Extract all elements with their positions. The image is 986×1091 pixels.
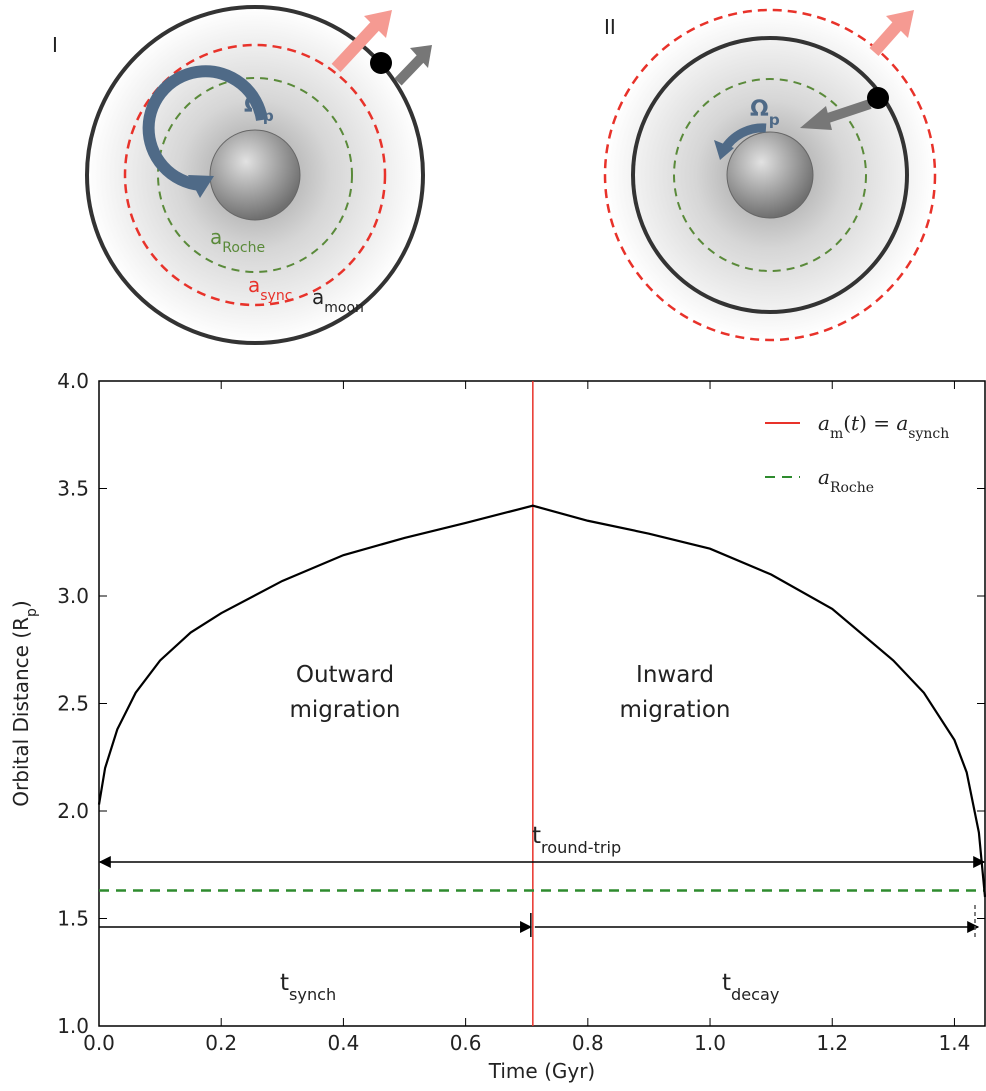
timescale-label: tdecay — [722, 970, 780, 1004]
omega-label: Ωp — [750, 97, 780, 129]
text-part: a — [896, 411, 908, 435]
text-part: ) — [9, 600, 33, 608]
moon — [370, 52, 392, 74]
moon-label: amoon — [312, 285, 364, 316]
text-part: t — [722, 970, 731, 996]
diagram-2: II Ωp — [603, 8, 937, 342]
text-part: t — [851, 411, 860, 435]
text-part: ) = — [859, 411, 896, 435]
diagram-label: II — [604, 15, 616, 39]
chart: 0.0 0.2 0.4 0.6 0.8 1.0 1.2 1.4 1.0 1.5 2.0 2.5 3.0 3… — [9, 369, 986, 1083]
subscript: p — [24, 608, 40, 617]
legend-label: aRoche — [818, 465, 874, 496]
subscript: sync — [260, 288, 292, 304]
tide-arrow-head — [886, 10, 914, 38]
y-tick-label: 3.0 — [57, 584, 89, 608]
legend-label: am(t) = asynch — [818, 411, 949, 442]
text-part: ( — [843, 411, 851, 435]
text-part: a — [248, 273, 260, 297]
subscript: decay — [731, 985, 780, 1004]
x-tick-label: 0.6 — [450, 1031, 482, 1055]
sync-label: async — [248, 273, 292, 304]
annotation: migration — [289, 697, 400, 723]
roche-label: aRoche — [210, 225, 265, 256]
y-tick-label: 1.5 — [57, 907, 89, 931]
x-tick-label: 0.4 — [328, 1031, 360, 1055]
moon-arrow-head — [410, 45, 432, 68]
y-tick-label: 2.5 — [57, 692, 89, 716]
subscript: p — [769, 111, 780, 129]
plot-frame — [98, 380, 986, 1027]
text-part: t — [280, 970, 289, 996]
moon-orbit — [631, 36, 909, 314]
x-tick-label: 0.2 — [205, 1031, 237, 1055]
spin-arrow-head — [188, 175, 214, 198]
data-line — [97, 504, 986, 898]
y-tick-label: 4.0 — [57, 369, 89, 393]
y-axis-label: Orbital Distance (Rp) — [9, 600, 40, 806]
diagram-label: I — [52, 33, 58, 57]
timescale-label: tsynch — [280, 970, 336, 1004]
moon-arrow — [394, 53, 426, 86]
y-tick-label: 3.5 — [57, 477, 89, 501]
y-tick-label: 2.0 — [57, 799, 89, 823]
text-part: Orbital Distance (R — [9, 617, 33, 807]
sync-orbit — [603, 8, 937, 342]
annotation: migration — [619, 697, 730, 723]
moon-arrow-head — [800, 106, 832, 130]
subscript: Roche — [830, 480, 874, 496]
omega-label: Ωp — [244, 93, 274, 125]
text-part: Ω — [244, 93, 263, 118]
x-tick-label: 0.0 — [83, 1031, 115, 1055]
x-axis-label: Time (Gyr) — [488, 1059, 595, 1083]
spin-arrow-head — [714, 140, 734, 160]
x-tick-label: 0.8 — [572, 1031, 604, 1055]
tide-arrow — [331, 20, 381, 73]
moon-orbit — [85, 5, 425, 345]
subscript: p — [263, 107, 274, 125]
diagram-1: I Ωp aRoche async amoon — [52, 5, 432, 345]
text-part: a — [818, 465, 830, 489]
moon — [867, 87, 889, 109]
subscript: Roche — [222, 240, 265, 256]
y-tick-label: 1.0 — [57, 1014, 89, 1038]
text-part: Ω — [750, 97, 769, 122]
sync-orbit — [123, 43, 387, 307]
subscript: round-trip — [541, 838, 621, 857]
subscript: moon — [324, 300, 364, 316]
moon-arrow — [820, 99, 872, 125]
text-part: t — [532, 823, 541, 849]
planet — [726, 131, 814, 219]
roche-orbit — [673, 78, 867, 272]
tide-arrow-head — [364, 10, 392, 38]
timescale-label: tround-trip — [532, 823, 621, 857]
annotation: Inward — [636, 662, 714, 688]
x-tick-label: 1.0 — [694, 1031, 726, 1055]
subscript: synch — [908, 426, 949, 442]
subscript: synch — [289, 985, 336, 1004]
roche-orbit — [157, 77, 353, 273]
annotation: Outward — [296, 662, 394, 688]
x-tick-label: 1.4 — [939, 1031, 971, 1055]
spin-arrow — [142, 65, 268, 191]
planet — [209, 129, 301, 221]
text-part: a — [312, 285, 324, 309]
text-part: a — [210, 225, 222, 249]
subscript: m — [830, 426, 843, 442]
tide-arrow — [869, 21, 903, 56]
x-tick-label: 1.2 — [816, 1031, 848, 1055]
text-part: a — [818, 411, 830, 435]
